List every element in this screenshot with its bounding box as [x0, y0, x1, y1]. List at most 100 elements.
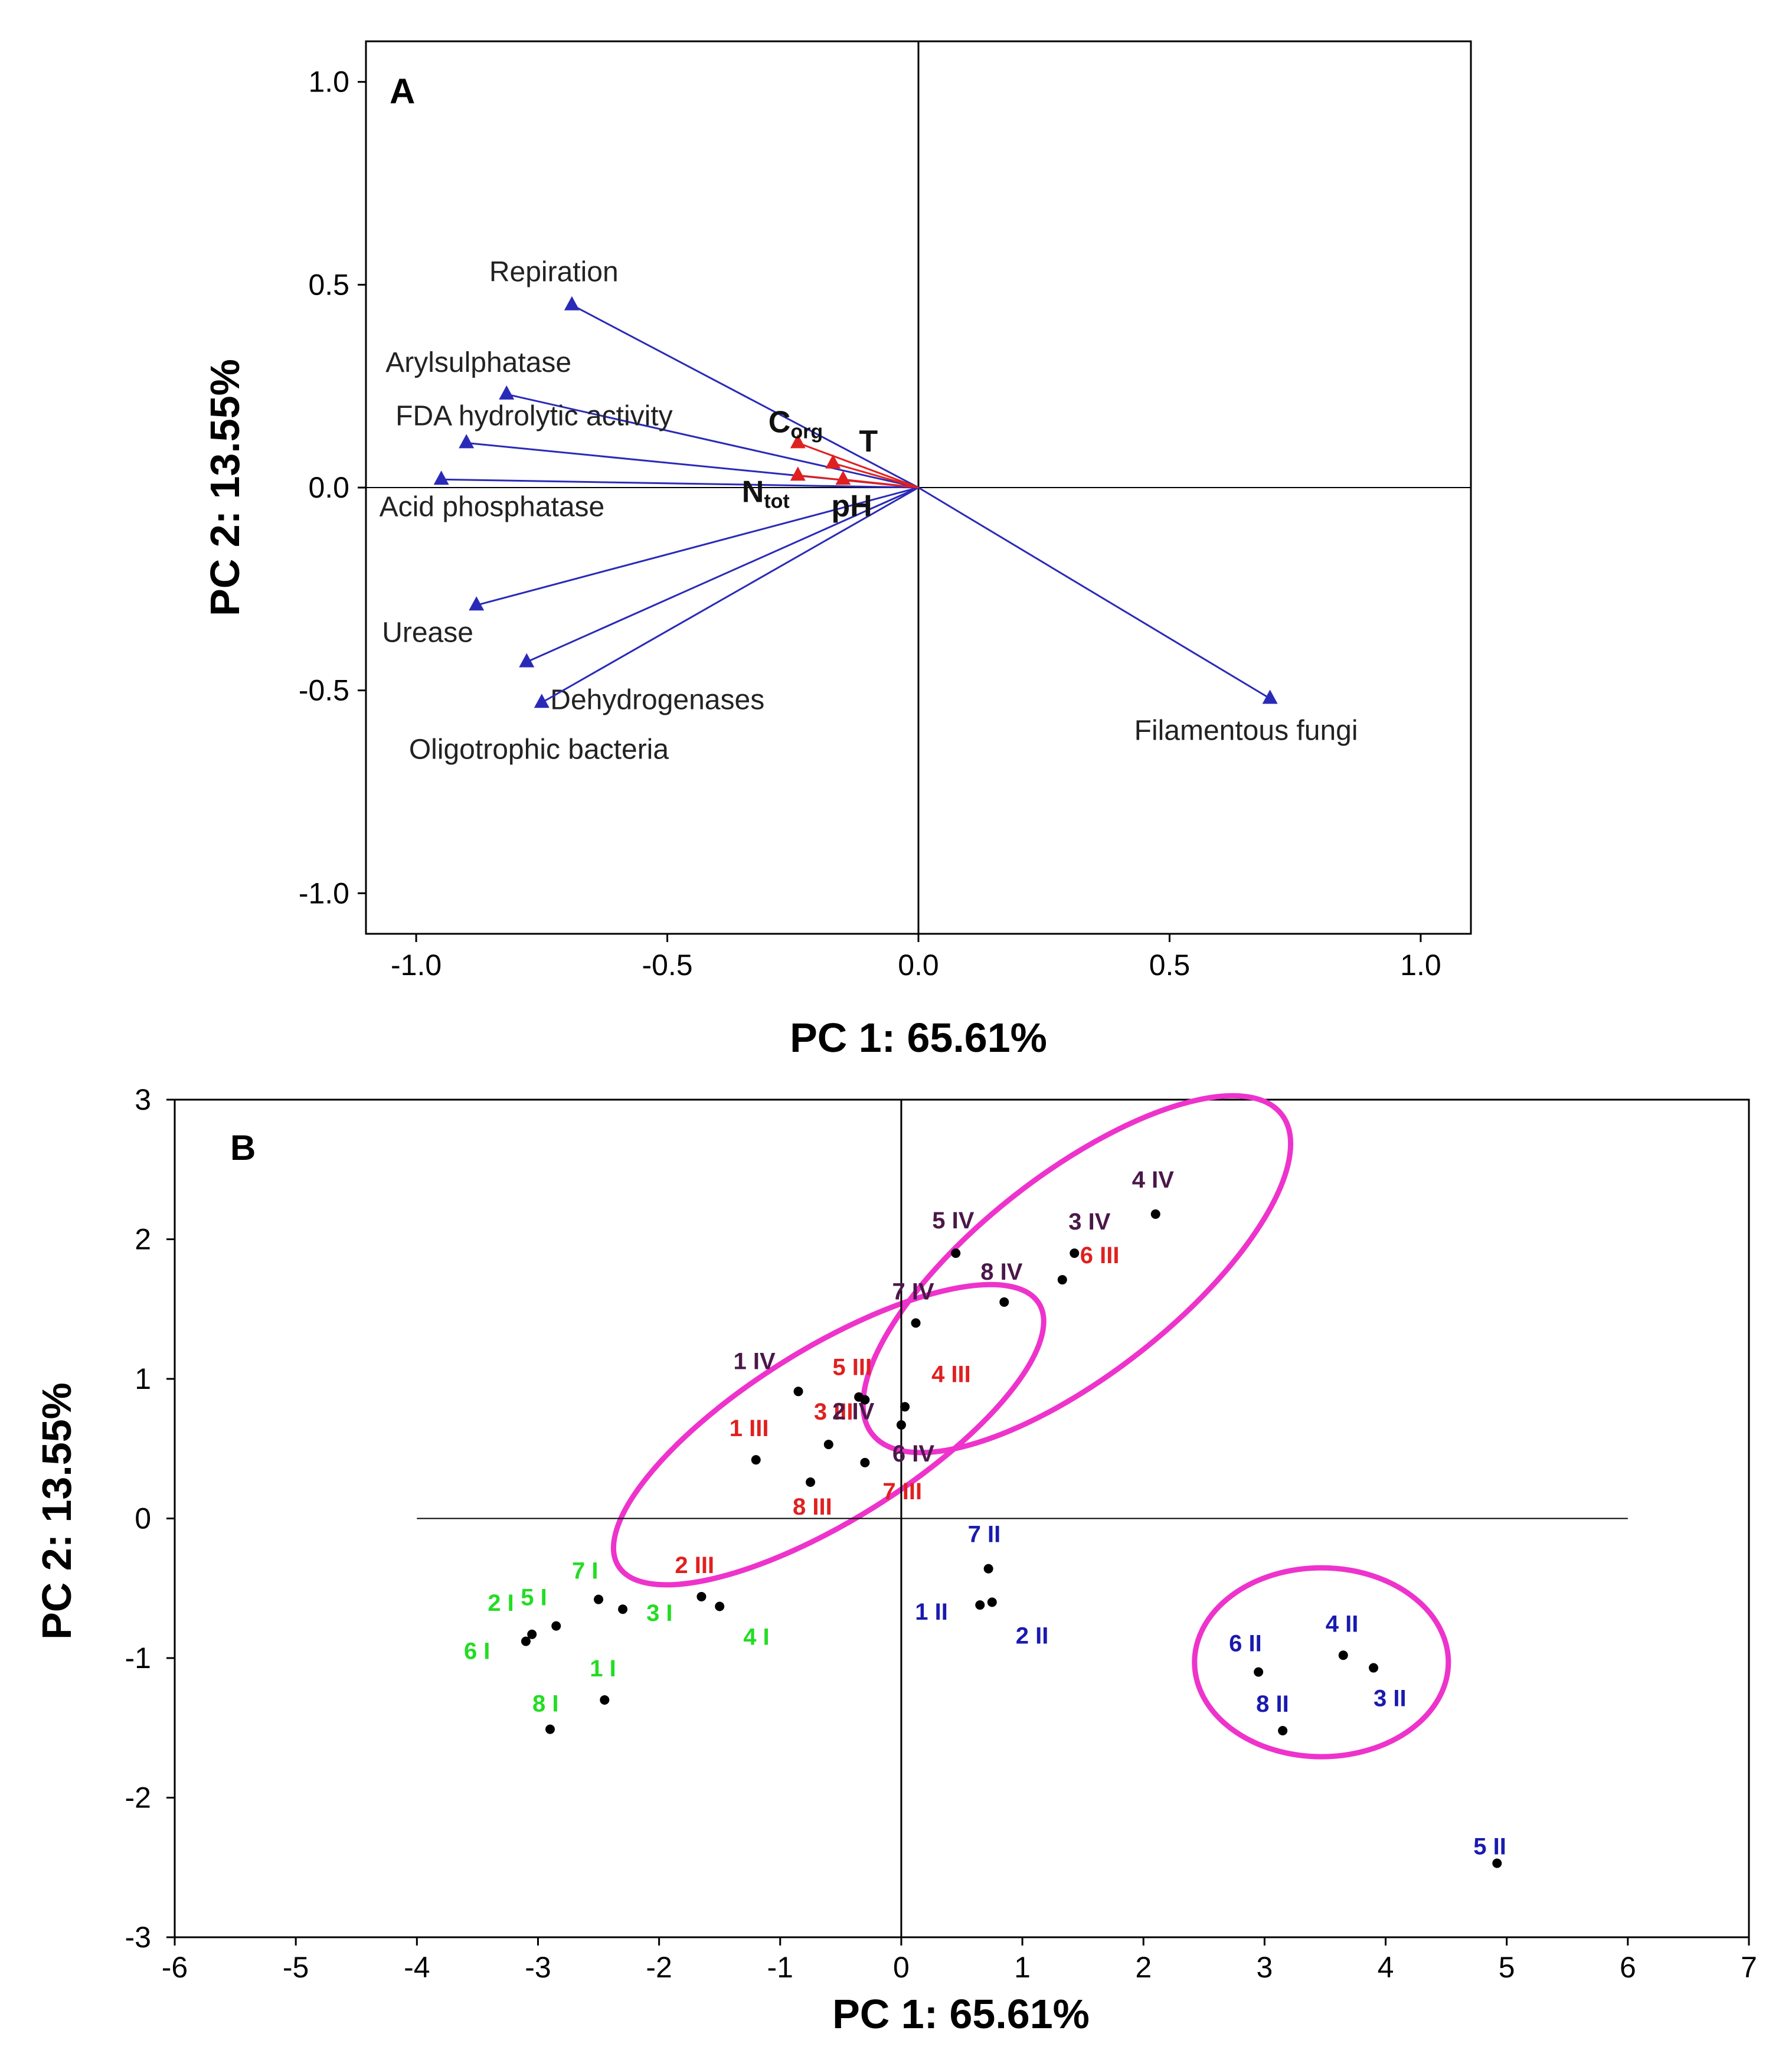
- panel-a-ylabel: PC 2: 13.55%: [202, 359, 248, 616]
- point-label-6-i: 6 I: [464, 1639, 490, 1665]
- vector-head-repiration: [564, 296, 580, 310]
- point-7-iv: [911, 1318, 921, 1328]
- panel-a-ytick-label: -0.5: [299, 674, 349, 707]
- vector-head-ntot: [790, 466, 806, 481]
- point-2-ii: [987, 1597, 997, 1607]
- point-label-6-iv: 6 IV: [892, 1441, 934, 1467]
- panel-a-ytick-label: 0.0: [308, 471, 349, 504]
- vector-corg: [797, 442, 919, 489]
- vector-label-ph: pH: [831, 489, 872, 523]
- vector-label-acid-phosphatase: Acid phosphatase: [380, 491, 605, 522]
- point-8-i: [545, 1724, 555, 1734]
- vector-label-fda-hydrolytic-activity: FDA hydrolytic activity: [395, 400, 672, 431]
- vector-head-t: [825, 454, 841, 469]
- vector-head-arylsulphatase: [499, 385, 515, 400]
- vector-ph: [843, 478, 919, 489]
- panel-b-xlabel: PC 1: 65.61%: [832, 1991, 1090, 2037]
- point-1-ii: [975, 1600, 985, 1610]
- panel-b-xtick-label: 5: [1499, 1951, 1515, 1984]
- point-label-6-ii: 6 II: [1229, 1631, 1262, 1657]
- point-label-3-i: 3 I: [646, 1600, 672, 1626]
- panel-b-points: 1 I 2 I 3 I 4 I 5 I 6 I 7 I 8 I 1 II 2 II 3 II 4 II…: [464, 1167, 1506, 1868]
- point-1-i: [600, 1695, 610, 1705]
- point-label-2-iii: 2 III: [675, 1552, 714, 1578]
- panel-b-xtick-label: 7: [1741, 1951, 1757, 1984]
- vector-head-oligotrophic-bacteria: [534, 694, 550, 708]
- vector-head-urease: [469, 596, 485, 611]
- panel-b-ylabel: PC 2: 13.55%: [34, 1382, 80, 1640]
- point-6-ii: [1254, 1667, 1264, 1677]
- point-label-4-ii: 4 II: [1326, 1611, 1359, 1637]
- vector-head-acid-phosphatase: [433, 470, 449, 485]
- vector-head-ph: [835, 470, 851, 485]
- point-label-7-i: 7 I: [572, 1558, 598, 1584]
- panel-b-xtick-label: -3: [525, 1951, 551, 1984]
- point-4-iv: [1150, 1209, 1160, 1219]
- point-1-iii: [751, 1455, 761, 1465]
- point-3-ii: [1369, 1663, 1379, 1673]
- point-label-6-iii: 6 III: [1080, 1243, 1120, 1268]
- point-6-iv: [896, 1420, 906, 1430]
- point-label-8-i: 8 I: [532, 1691, 558, 1717]
- point-6-iii: [1057, 1275, 1067, 1285]
- point-8-ii: [1278, 1725, 1288, 1735]
- point-label-3-iv: 3 IV: [1068, 1209, 1110, 1235]
- point-label-3-ii: 3 II: [1374, 1686, 1407, 1712]
- point-label-2-iv: 2 IV: [832, 1399, 874, 1425]
- panel-b-ellipses: [610, 1093, 1451, 1760]
- vector-head-corg: [790, 434, 806, 449]
- point-label-5-iii: 5 III: [832, 1354, 872, 1380]
- point-4-i: [715, 1601, 725, 1611]
- panel-b-axes: [417, 1100, 1628, 1937]
- panel-b-xtick-label: 3: [1256, 1951, 1273, 1984]
- vector-label-t: T: [859, 424, 878, 459]
- point-2-i: [527, 1629, 537, 1639]
- point-label-8-iv: 8 IV: [980, 1259, 1022, 1285]
- ellipse-group-iv-upper: [860, 1093, 1294, 1456]
- point-5-ii: [1492, 1858, 1502, 1868]
- point-4-ii: [1338, 1650, 1348, 1660]
- ellipse-group-ii-right: [1192, 1565, 1451, 1760]
- point-6-i: [521, 1636, 531, 1646]
- panel-a-ticks: -1.0 -0.5 0.0 0.5 1.0 -1.0 -0.5 0.0 0.5 1.0: [299, 66, 1441, 982]
- panel-b-ytick-label: 3: [135, 1083, 151, 1116]
- vector-arylsulphatase: [506, 393, 919, 489]
- vector-label-arylsulphatase: Arylsulphatase: [385, 347, 571, 378]
- vector-label-oligotrophic-bacteria: Oligotrophic bacteria: [409, 734, 669, 765]
- point-2-iv: [854, 1392, 864, 1402]
- point-8-iii: [806, 1477, 816, 1487]
- point-label-7-iii: 7 III: [882, 1479, 922, 1505]
- point-label-2-ii: 2 II: [1016, 1623, 1049, 1649]
- point-7-i: [594, 1594, 604, 1604]
- point-5-i: [551, 1621, 561, 1631]
- vector-label-dehydrogenases: Dehydrogenases: [550, 685, 764, 716]
- panel-b-ytick-label: -3: [125, 1921, 151, 1954]
- vector-label-filamentous-fungi: Filamentous fungi: [1134, 715, 1358, 746]
- panel-b-ytick-label: -2: [125, 1781, 151, 1814]
- point-3-i: [618, 1604, 628, 1614]
- panel-b-xtick-label: -2: [646, 1951, 672, 1984]
- panel-b-ytick-label: -1: [125, 1642, 151, 1675]
- panel-a: Repiration Arylsulphatase FDA hydrolytic a…: [202, 40, 1472, 1061]
- point-3-iii: [823, 1440, 833, 1450]
- panel-b-ticks: -6 -5 -4 -3 -2 -1 0 1 2 3 4 5 6 7 -3 -2 -1 0 1 2 3: [125, 1083, 1757, 1984]
- vector-oligotrophic-bacteria: [541, 486, 919, 704]
- vector-t: [832, 462, 919, 489]
- panel-b-xtick-label: -5: [283, 1951, 309, 1984]
- panel-b-xtick-label: -1: [767, 1951, 793, 1984]
- point-label-4-iii: 4 III: [931, 1361, 971, 1387]
- point-4-iii: [900, 1402, 910, 1412]
- vector-label-corg: Corg: [769, 405, 823, 443]
- point-label-5-i: 5 I: [521, 1585, 547, 1611]
- panel-b-xtick-label: 0: [893, 1951, 910, 1984]
- point-label-4-i: 4 I: [743, 1624, 769, 1650]
- vector-urease: [476, 486, 919, 606]
- point-1-iv: [793, 1387, 803, 1397]
- panel-a-ytick-label: -1.0: [299, 877, 349, 910]
- vector-head-filamentous-fungi: [1262, 689, 1278, 704]
- panel-b-xtick-label: 6: [1620, 1951, 1636, 1984]
- vector-acid-phosphatase: [441, 478, 919, 489]
- point-label-3-iii: 3 III: [814, 1399, 854, 1425]
- panel-a-vectors: Repiration Arylsulphatase FDA hydrolytic a…: [380, 257, 1358, 766]
